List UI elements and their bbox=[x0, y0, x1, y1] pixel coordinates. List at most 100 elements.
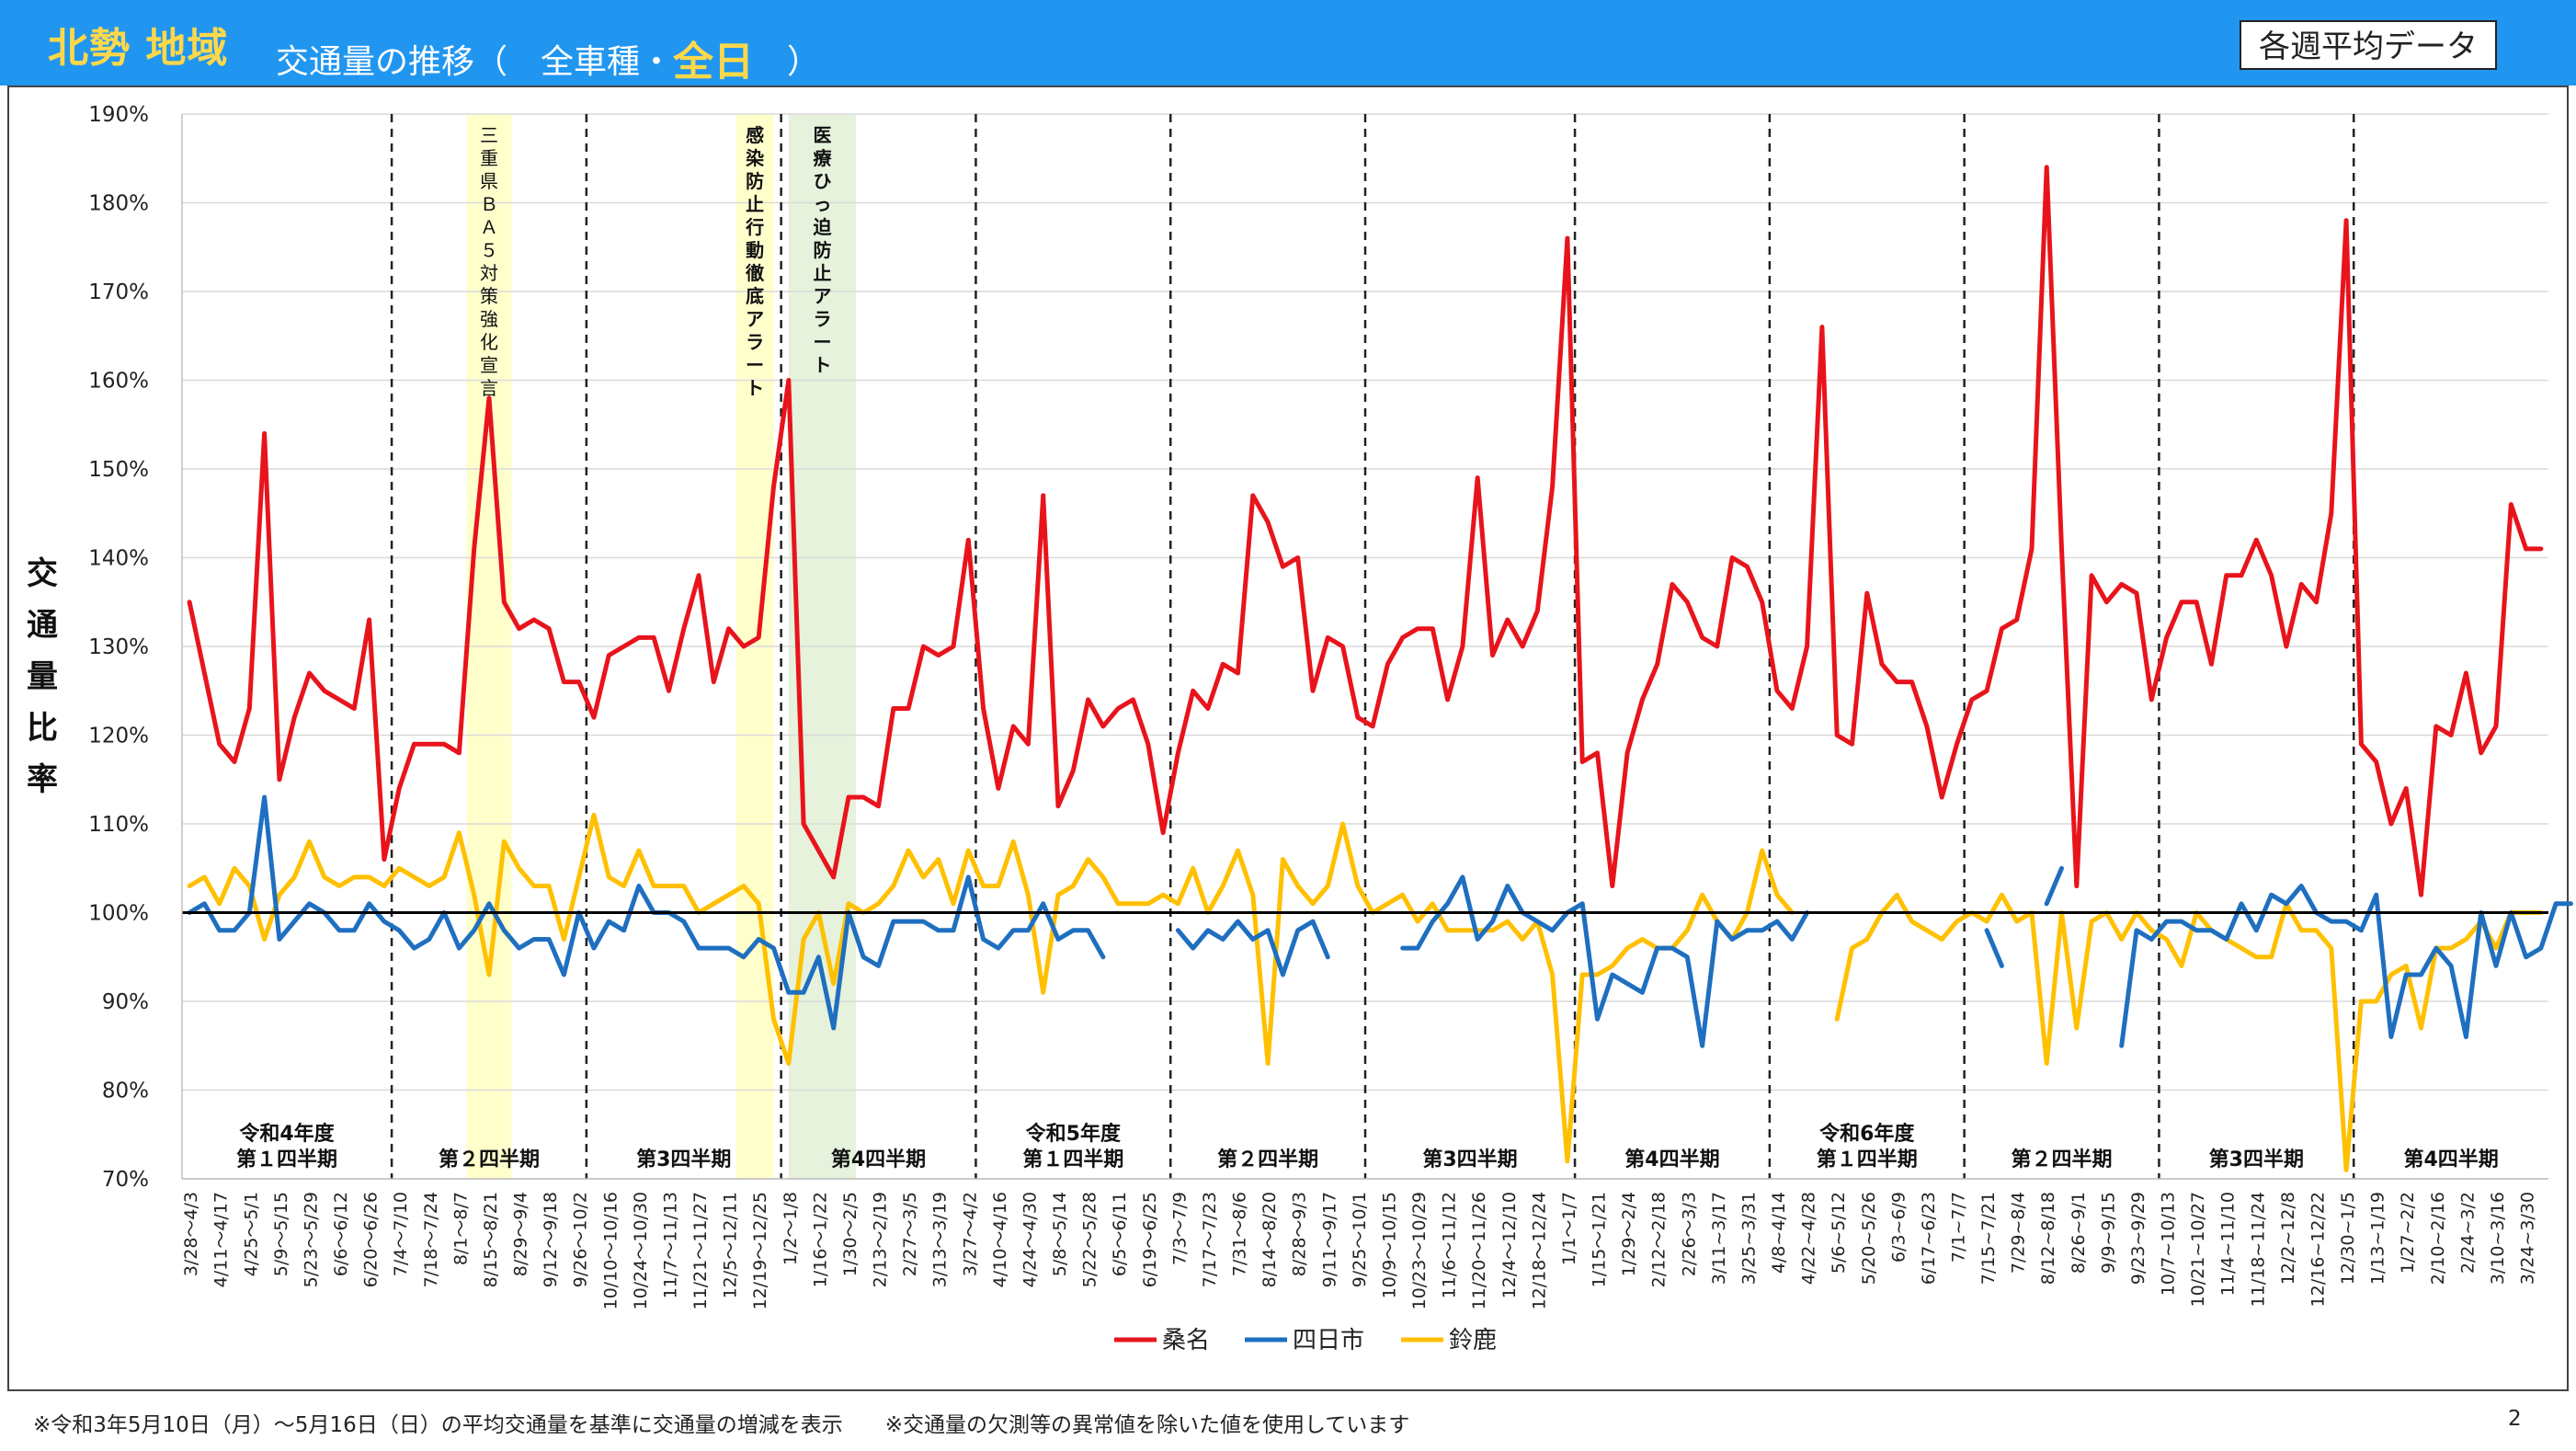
period-label: 第4四半期 bbox=[2403, 1148, 2498, 1171]
x-tick-label: 6/3~6/9 bbox=[1888, 1192, 1909, 1262]
period-label-sub: 第１四半期 bbox=[1022, 1148, 1123, 1171]
x-tick-label: 5/6~5/12 bbox=[1829, 1192, 1849, 1274]
x-tick-label: 12/19～12/25 bbox=[750, 1192, 770, 1310]
x-tick-label: 10/9～10/15 bbox=[1379, 1192, 1399, 1298]
x-tick-label: 3/27～4/2 bbox=[960, 1192, 980, 1276]
x-tick-label: 10/10～10/16 bbox=[600, 1192, 621, 1310]
x-tick-label: 8/14～8/20 bbox=[1260, 1192, 1280, 1287]
y-tick-label: 110% bbox=[88, 813, 149, 837]
x-tick-label: 1/29～2/4 bbox=[1619, 1192, 1639, 1276]
x-tick-label: 9/26～10/2 bbox=[571, 1192, 591, 1287]
x-tick-label: 9/25～10/1 bbox=[1350, 1192, 1370, 1287]
x-tick-label: 2/10~2/16 bbox=[2428, 1192, 2448, 1285]
x-tick-label: 4/22~4/28 bbox=[1799, 1192, 1819, 1285]
x-tick-label: 9/9~9/15 bbox=[2098, 1192, 2118, 1274]
x-tick-label: 8/26~9/1 bbox=[2069, 1192, 2089, 1274]
legend-label-2: 鈴鹿 bbox=[1449, 1327, 1497, 1354]
x-tick-label: 1/13~1/19 bbox=[2368, 1192, 2388, 1285]
x-tick-label: 11/18~11/24 bbox=[2248, 1192, 2268, 1307]
legend-label-1: 四日市 bbox=[1293, 1327, 1364, 1354]
period-label: 第２四半期 bbox=[439, 1148, 540, 1171]
x-tick-label: 11/20～11/26 bbox=[1469, 1192, 1489, 1310]
chart-title: 交通量の推移（ 全車種・全日 ） bbox=[276, 26, 820, 86]
x-tick-label: 7/3～7/9 bbox=[1169, 1192, 1190, 1265]
x-tick-label: 7/18～7/24 bbox=[421, 1192, 441, 1287]
x-tick-label: 12/16~12/22 bbox=[2308, 1192, 2328, 1307]
title-highlight: 全日 bbox=[673, 39, 755, 86]
period-label: 第4四半期 bbox=[831, 1148, 926, 1171]
x-tick-label: 10/7~10/13 bbox=[2159, 1192, 2179, 1296]
period-label: 第4四半期 bbox=[1624, 1148, 1719, 1171]
x-tick-label: 11/21～11/27 bbox=[690, 1192, 711, 1310]
x-tick-label: 10/24～10/30 bbox=[631, 1192, 651, 1310]
x-tick-label: 11/7～11/13 bbox=[660, 1192, 680, 1298]
title-prefix: 交通量の推移（ 全車種・ bbox=[276, 43, 674, 81]
y-tick-label: 70% bbox=[102, 1168, 149, 1192]
x-tick-label: 7/29~8/4 bbox=[2009, 1192, 2029, 1274]
x-tick-label: 3/24~3/30 bbox=[2518, 1192, 2538, 1285]
x-tick-label: 7/31～8/6 bbox=[1230, 1192, 1250, 1276]
quarter-dividers bbox=[390, 114, 2355, 1179]
x-tick-label: 5/9～5/15 bbox=[271, 1192, 291, 1276]
y-tick-label: 120% bbox=[88, 725, 149, 748]
x-tick-label: 4/10～4/16 bbox=[990, 1192, 1010, 1287]
period-label: 第２四半期 bbox=[2012, 1148, 2113, 1171]
x-tick-label: 5/8～5/14 bbox=[1050, 1192, 1070, 1276]
x-tick-label: 6/20～6/26 bbox=[361, 1192, 382, 1287]
x-tick-label: 12/2~12/8 bbox=[2278, 1192, 2298, 1285]
band-labels: 三重県ＢＡ５対策強化宣言 感染防止行動徹底アラート 医療ひっ迫防止アラート bbox=[480, 124, 832, 399]
period-label: 第3四半期 bbox=[636, 1148, 731, 1171]
x-tick-label: 3/10~3/16 bbox=[2488, 1192, 2508, 1285]
x-tick-label: 9/12～9/18 bbox=[541, 1192, 561, 1287]
x-tick-label: 8/1～8/7 bbox=[450, 1192, 471, 1265]
x-tick-label: 12/30~1/5 bbox=[2338, 1192, 2358, 1285]
x-tick-label: 8/28～9/3 bbox=[1290, 1192, 1310, 1276]
band-label-0: 三重県ＢＡ５対策強化宣言 bbox=[480, 124, 498, 399]
x-tick-label: 8/12~8/18 bbox=[2038, 1192, 2058, 1285]
period-label: 令和5年度 bbox=[1026, 1122, 1122, 1146]
x-tick-label: 1/27~2/2 bbox=[2398, 1192, 2418, 1274]
y-tick-label: 190% bbox=[88, 103, 149, 127]
x-tick-label: 1/1～1/7 bbox=[1559, 1192, 1579, 1265]
y-tick-label: 180% bbox=[88, 192, 149, 216]
legend: 桑名 四日市 鈴鹿 bbox=[1114, 1327, 1497, 1354]
y-axis: 70% 80% 90% 100% 110% 120% 130% 140% 150% 160% 170… bbox=[88, 103, 2548, 1192]
x-tick-label: 2/24~3/2 bbox=[2457, 1192, 2478, 1274]
legend-label-0: 桑名 bbox=[1162, 1327, 1210, 1354]
x-tick-label: 4/8~4/14 bbox=[1769, 1192, 1789, 1274]
x-tick-label: 4/24～4/30 bbox=[1020, 1192, 1040, 1287]
period-label: 第3四半期 bbox=[1422, 1148, 1517, 1171]
x-tick-label: 6/5～6/11 bbox=[1110, 1192, 1130, 1276]
x-tick-label: 5/23～5/29 bbox=[301, 1192, 321, 1287]
period-label: 令和6年度 bbox=[1819, 1122, 1915, 1146]
band-label-2: 医療ひっ迫防止アラート bbox=[812, 124, 832, 376]
period-label-sub: 第１四半期 bbox=[236, 1148, 337, 1171]
x-tick-label: 5/22～5/28 bbox=[1080, 1192, 1100, 1287]
x-tick-label: 5/20~5/26 bbox=[1859, 1192, 1879, 1285]
y-tick-label: 170% bbox=[88, 280, 149, 304]
band-label-1: 感染防止行動徹底アラート bbox=[745, 124, 765, 399]
y-axis-title: 交通量比率 bbox=[27, 555, 58, 798]
x-tick-label: 2/13～2/19 bbox=[871, 1192, 891, 1287]
period-label: 第3四半期 bbox=[2209, 1148, 2304, 1171]
x-tick-label: 10/21~10/27 bbox=[2188, 1192, 2208, 1307]
x-tick-label: 11/6～11/12 bbox=[1440, 1192, 1460, 1298]
x-tick-label: 11/4~11/10 bbox=[2218, 1192, 2239, 1296]
y-axis-title: 交通量比率 bbox=[27, 555, 58, 798]
x-tick-label: 12/5～12/11 bbox=[721, 1192, 741, 1298]
y-tick-label: 100% bbox=[88, 902, 149, 926]
y-tick-label: 140% bbox=[88, 547, 149, 571]
x-tick-label: 12/18～12/24 bbox=[1529, 1192, 1549, 1310]
x-tick-label: 6/19～6/25 bbox=[1140, 1192, 1160, 1287]
header-bar: 北勢 地域 交通量の推移（ 全車種・全日 ） 各週平均データ bbox=[0, 0, 2576, 86]
period-label: 令和4年度 bbox=[239, 1122, 335, 1146]
x-tick-label: 9/23~9/29 bbox=[2128, 1192, 2149, 1285]
x-tick-label: 3/11~3/17 bbox=[1709, 1192, 1729, 1285]
footnote: ※令和3年5月10日（月）～5月16日（日）の平均交通量を基準に交通量の増減を表… bbox=[33, 1413, 1410, 1437]
x-tick-label: 1/16～1/22 bbox=[810, 1192, 830, 1287]
x-tick-label: 4/25～5/1 bbox=[241, 1192, 261, 1276]
y-tick-label: 130% bbox=[88, 635, 149, 659]
region-title: 北勢 地域 bbox=[48, 25, 229, 72]
